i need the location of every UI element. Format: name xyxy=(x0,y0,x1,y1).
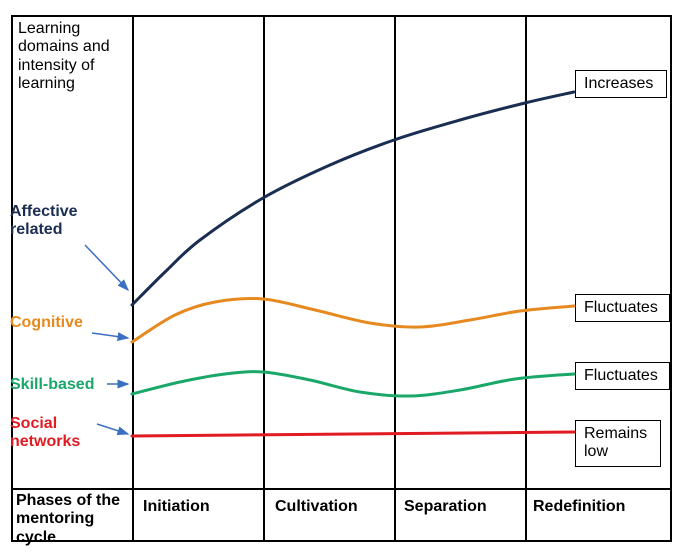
lines-layer xyxy=(0,0,685,557)
series-line-social xyxy=(132,432,574,436)
series-line-skill xyxy=(132,372,574,396)
label-arrow-cognitive xyxy=(92,333,128,338)
label-arrow-affective xyxy=(85,245,128,290)
series-line-affective xyxy=(132,92,574,305)
label-arrow-social xyxy=(97,424,128,434)
figure-root: Learning domains and intensity of learni… xyxy=(0,0,685,557)
series-line-cognitive xyxy=(132,299,574,342)
series-curves xyxy=(132,92,574,436)
label-arrows xyxy=(85,245,128,434)
